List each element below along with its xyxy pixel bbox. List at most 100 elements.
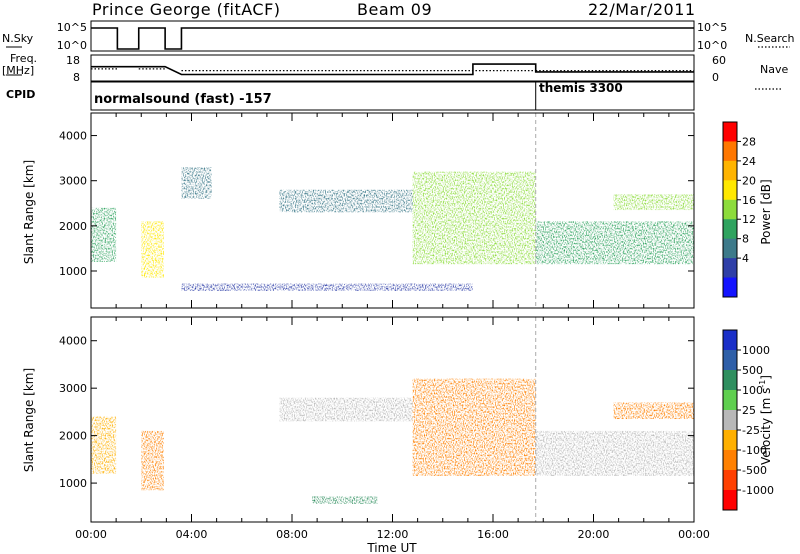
velocity-y-label: Slant Range [km] xyxy=(22,368,36,472)
velocity-region-0 xyxy=(91,416,117,474)
colorbar-swatch xyxy=(723,430,737,451)
colorbar-swatch xyxy=(723,410,737,431)
power-data xyxy=(91,167,694,291)
velocity-label-end: ] xyxy=(759,375,773,380)
y-tick-label: 3000 xyxy=(59,382,87,395)
colorbar-tick-label: 8 xyxy=(742,233,749,246)
velocity-region-5 xyxy=(535,430,694,476)
colorbar-swatch xyxy=(723,160,737,181)
power-region-7 xyxy=(181,283,473,291)
power-region-3 xyxy=(279,189,413,213)
velocity-region-4 xyxy=(412,378,536,476)
cpid-label: CPID xyxy=(6,88,36,101)
y-tick-label: 1000 xyxy=(59,265,87,278)
colorbar-tick-label: 4 xyxy=(742,252,749,265)
freq-panel: 18 8 60 0 xyxy=(6,54,783,90)
colorbar-frame xyxy=(722,329,738,511)
nave-tick-bottom: 0 xyxy=(712,71,719,84)
velocity-label-main: Velocity [m s xyxy=(759,388,773,465)
x-axis-title: Time UT xyxy=(366,541,417,554)
velocity-colorbar: 1000 500 100 25 -25 -100 -500 -1000 xyxy=(722,329,774,511)
nave-trace xyxy=(91,68,694,72)
colorbar-tick-label: 24 xyxy=(742,155,756,168)
velocity-region-2 xyxy=(279,397,413,422)
colorbar-swatch xyxy=(723,180,737,201)
nave-label: Nave xyxy=(760,63,789,76)
colorbar-frame xyxy=(722,121,738,298)
power-colorbar: 28 24 20 16 12 8 4 xyxy=(722,121,756,298)
y-tick-label: 4000 xyxy=(59,130,87,143)
colorbar-swatch xyxy=(723,470,737,491)
power-y-ticks: 1000 2000 3000 4000 xyxy=(59,130,694,278)
station-title: Prince George (fitACF) xyxy=(92,0,281,19)
colorbar-swatch xyxy=(723,390,737,411)
colorbar-swatch xyxy=(723,370,737,391)
velocity-label-sup: -1 xyxy=(758,380,767,388)
x-tick-label: 12:00 xyxy=(377,528,409,541)
colorbar-swatch xyxy=(723,490,737,511)
nsky-tick-bottom: 10^0 xyxy=(57,39,87,52)
beam-title: Beam 09 xyxy=(357,0,433,19)
power-region-5 xyxy=(535,221,694,265)
y-tick-label: 1000 xyxy=(59,477,87,490)
x-tick-label: 08:00 xyxy=(276,528,308,541)
freq-unit-label: [MHz] xyxy=(2,64,35,77)
colorbar-tick-label: 500 xyxy=(742,364,763,377)
colorbar-tick-label: -25 xyxy=(742,424,760,437)
nsky-label: N.Sky xyxy=(2,32,34,45)
x-tick-label: 00:00 xyxy=(678,528,710,541)
power-y-label: Slant Range [km] xyxy=(22,160,36,264)
velocity-region-6 xyxy=(613,402,694,420)
power-region-1 xyxy=(141,221,164,278)
freq-tick-bottom: 8 xyxy=(73,71,80,84)
nsky-panel: 10^5 10^0 10^5 10^0 xyxy=(6,20,790,52)
colorbar-tick-label: 100 xyxy=(742,384,763,397)
colorbar-tick-label: 16 xyxy=(742,194,756,207)
colorbar-swatch xyxy=(723,330,737,351)
velocity-x-ticks xyxy=(90,317,695,522)
freq-tick-top: 18 xyxy=(66,54,80,67)
colorbar-swatch xyxy=(723,141,737,162)
colorbar-swatch xyxy=(723,258,737,279)
colorbar-swatch xyxy=(723,350,737,371)
freq-trace xyxy=(91,63,694,76)
colorbar-tick-label: 1000 xyxy=(742,344,770,357)
y-tick-label: 4000 xyxy=(59,335,87,348)
velocity-y-ticks: 1000 2000 3000 4000 xyxy=(59,335,694,490)
cpid-value-2: themis 3300 xyxy=(539,81,623,95)
colorbar-tick-label: 25 xyxy=(742,404,756,417)
power-region-0 xyxy=(91,207,117,262)
velocity-panel: 1000 2000 3000 4000 Slant Range [km] xyxy=(22,316,695,523)
colorbar-swatch xyxy=(723,238,737,259)
colorbar-tick-label: -100 xyxy=(742,444,767,457)
colorbar-swatch xyxy=(723,122,737,142)
nsearch-tick-bottom: 10^0 xyxy=(697,39,727,52)
velocity-region-3 xyxy=(312,496,378,504)
y-tick-label: 2000 xyxy=(59,220,87,233)
cpid-panel xyxy=(90,81,695,111)
date-title: 22/Mar/2011 xyxy=(588,0,696,19)
colorbar-swatch xyxy=(723,199,737,220)
power-region-2 xyxy=(181,167,212,199)
colorbar-swatch xyxy=(723,450,737,471)
colorbar-tick-label: 28 xyxy=(742,135,756,148)
y-tick-label: 2000 xyxy=(59,430,87,443)
nsky-trace xyxy=(91,27,694,50)
x-tick-label: 04:00 xyxy=(176,528,208,541)
colorbar-swatch xyxy=(723,219,737,240)
x-axis-labels: 00:00 04:00 08:00 12:00 16:00 20:00 00:00 xyxy=(75,528,710,541)
nsearch-tick-top: 10^5 xyxy=(697,21,727,34)
power-x-ticks xyxy=(90,113,695,308)
freq-label: Freq. xyxy=(10,52,38,65)
nsky-tick-top: 10^5 xyxy=(57,21,87,34)
velocity-region-1 xyxy=(141,430,164,491)
colorbar-tick-label: -1000 xyxy=(742,484,774,497)
x-tick-label: 16:00 xyxy=(477,528,509,541)
y-tick-label: 3000 xyxy=(59,175,87,188)
nave-tick-top: 60 xyxy=(712,54,726,67)
power-region-6 xyxy=(613,194,694,211)
x-tick-label: 20:00 xyxy=(578,528,610,541)
velocity-data xyxy=(91,378,694,504)
x-tick-label: 00:00 xyxy=(75,528,107,541)
